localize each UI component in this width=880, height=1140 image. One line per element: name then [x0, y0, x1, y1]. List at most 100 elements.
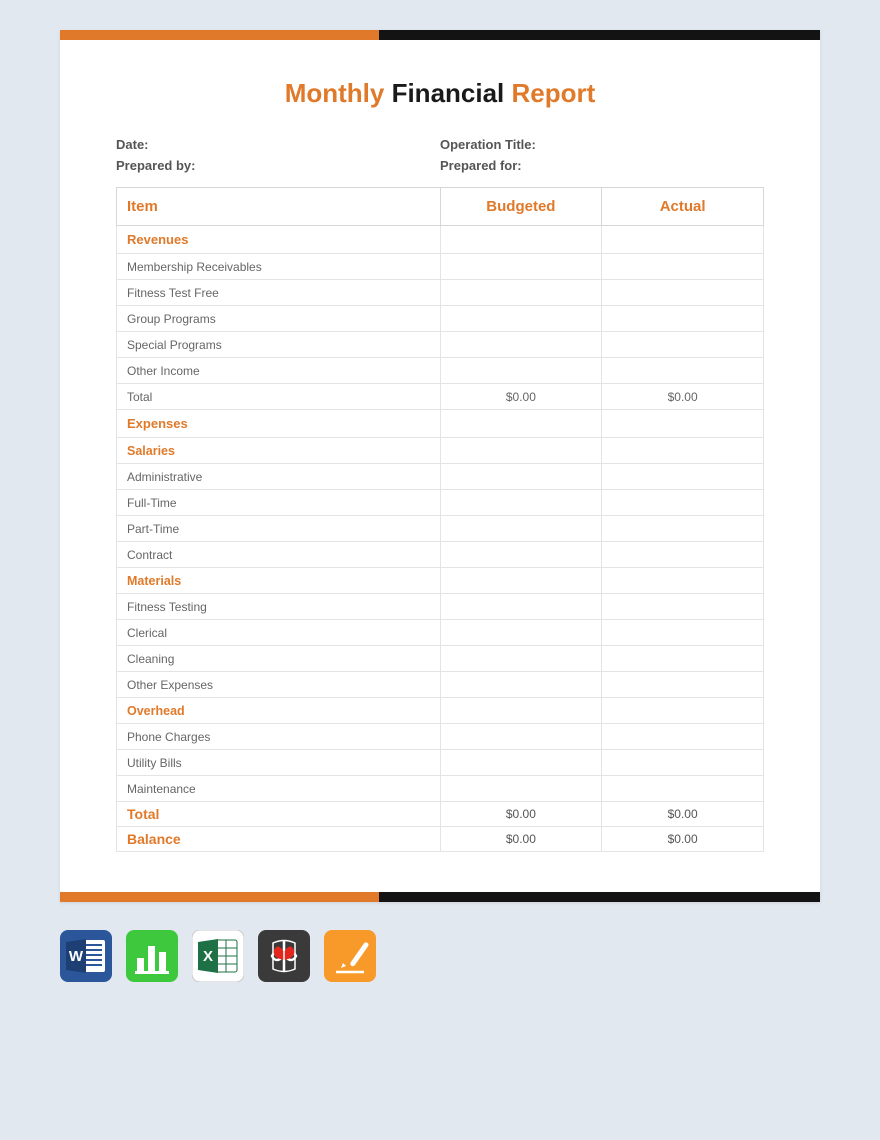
cell-item: Maintenance — [117, 776, 441, 802]
cell-actual — [602, 568, 764, 594]
bottom-border-bar — [60, 892, 820, 902]
bottom-bar-black — [379, 892, 820, 902]
prepared-for-label: Prepared for: — [440, 158, 522, 173]
cell-actual — [602, 672, 764, 698]
cell-item: Expenses — [117, 410, 441, 438]
cell-budgeted — [440, 280, 602, 306]
cell-actual — [602, 646, 764, 672]
cell-budgeted — [440, 594, 602, 620]
header-budgeted: Budgeted — [440, 188, 602, 226]
word-icon[interactable]: W — [60, 930, 112, 982]
pages-icon[interactable] — [324, 930, 376, 982]
table-row: Phone Charges — [117, 724, 764, 750]
cell-item: Part-Time — [117, 516, 441, 542]
cell-actual — [602, 358, 764, 384]
table-row: Maintenance — [117, 776, 764, 802]
cell-budgeted — [440, 620, 602, 646]
cell-actual — [602, 490, 764, 516]
prepared-by-label: Prepared by: — [116, 158, 195, 173]
cell-item: Balance — [117, 827, 441, 852]
table-row: Materials — [117, 568, 764, 594]
cell-budgeted: $0.00 — [440, 802, 602, 827]
cell-item: Overhead — [117, 698, 441, 724]
cell-budgeted — [440, 438, 602, 464]
numbers-icon[interactable] — [126, 930, 178, 982]
table-row: Other Income — [117, 358, 764, 384]
excel-icon[interactable]: X — [192, 930, 244, 982]
cell-budgeted — [440, 332, 602, 358]
cell-actual: $0.00 — [602, 384, 764, 410]
cell-actual — [602, 776, 764, 802]
cell-budgeted — [440, 698, 602, 724]
date-label: Date: — [116, 137, 149, 152]
pdf-icon[interactable] — [258, 930, 310, 982]
cell-budgeted — [440, 568, 602, 594]
header-item: Item — [117, 188, 441, 226]
cell-item: Clerical — [117, 620, 441, 646]
report-page: Monthly Financial Report Date: Operation… — [60, 30, 820, 902]
cell-budgeted — [440, 724, 602, 750]
cell-actual — [602, 516, 764, 542]
cell-item: Revenues — [117, 226, 441, 254]
cell-budgeted — [440, 254, 602, 280]
table-row: Fitness Testing — [117, 594, 764, 620]
cell-item: Materials — [117, 568, 441, 594]
table-row: Balance$0.00$0.00 — [117, 827, 764, 852]
top-bar-orange — [60, 30, 379, 40]
table-row: Contract — [117, 542, 764, 568]
cell-budgeted: $0.00 — [440, 384, 602, 410]
cell-item: Utility Bills — [117, 750, 441, 776]
top-border-bar — [60, 30, 820, 40]
cell-actual — [602, 306, 764, 332]
cell-item: Fitness Testing — [117, 594, 441, 620]
table-row: Clerical — [117, 620, 764, 646]
title-word-3: Report — [512, 78, 596, 108]
cell-actual — [602, 620, 764, 646]
top-bar-black — [379, 30, 820, 40]
table-row: Group Programs — [117, 306, 764, 332]
cell-item: Total — [117, 384, 441, 410]
cell-item: Fitness Test Free — [117, 280, 441, 306]
report-content: Monthly Financial Report Date: Operation… — [60, 40, 820, 892]
table-row: Total$0.00$0.00 — [117, 802, 764, 827]
table-row: Salaries — [117, 438, 764, 464]
table-row: Fitness Test Free — [117, 280, 764, 306]
cell-budgeted — [440, 672, 602, 698]
cell-item: Full-Time — [117, 490, 441, 516]
title-word-2: Financial — [392, 78, 505, 108]
table-row: Administrative — [117, 464, 764, 490]
cell-actual — [602, 332, 764, 358]
table-row: Special Programs — [117, 332, 764, 358]
cell-actual — [602, 254, 764, 280]
operation-title-label: Operation Title: — [440, 137, 536, 152]
cell-item: Other Income — [117, 358, 441, 384]
table-row: Membership Receivables — [117, 254, 764, 280]
cell-budgeted — [440, 358, 602, 384]
cell-budgeted — [440, 516, 602, 542]
table-row: Other Expenses — [117, 672, 764, 698]
cell-budgeted — [440, 464, 602, 490]
cell-actual — [602, 698, 764, 724]
meta-row-1: Date: Operation Title: — [116, 137, 764, 152]
table-row: Revenues — [117, 226, 764, 254]
table-row: Overhead — [117, 698, 764, 724]
cell-item: Administrative — [117, 464, 441, 490]
cell-budgeted — [440, 306, 602, 332]
cell-actual: $0.00 — [602, 802, 764, 827]
cell-actual — [602, 724, 764, 750]
cell-actual — [602, 226, 764, 254]
cell-item: Special Programs — [117, 332, 441, 358]
cell-actual — [602, 280, 764, 306]
table-row: Total$0.00$0.00 — [117, 384, 764, 410]
header-actual: Actual — [602, 188, 764, 226]
svg-text:W: W — [69, 948, 84, 965]
cell-actual — [602, 594, 764, 620]
cell-item: Contract — [117, 542, 441, 568]
table-header-row: Item Budgeted Actual — [117, 188, 764, 226]
table-row: Expenses — [117, 410, 764, 438]
cell-budgeted — [440, 542, 602, 568]
meta-row-2: Prepared by: Prepared for: — [116, 158, 764, 173]
cell-budgeted — [440, 750, 602, 776]
table-row: Utility Bills — [117, 750, 764, 776]
cell-item: Salaries — [117, 438, 441, 464]
